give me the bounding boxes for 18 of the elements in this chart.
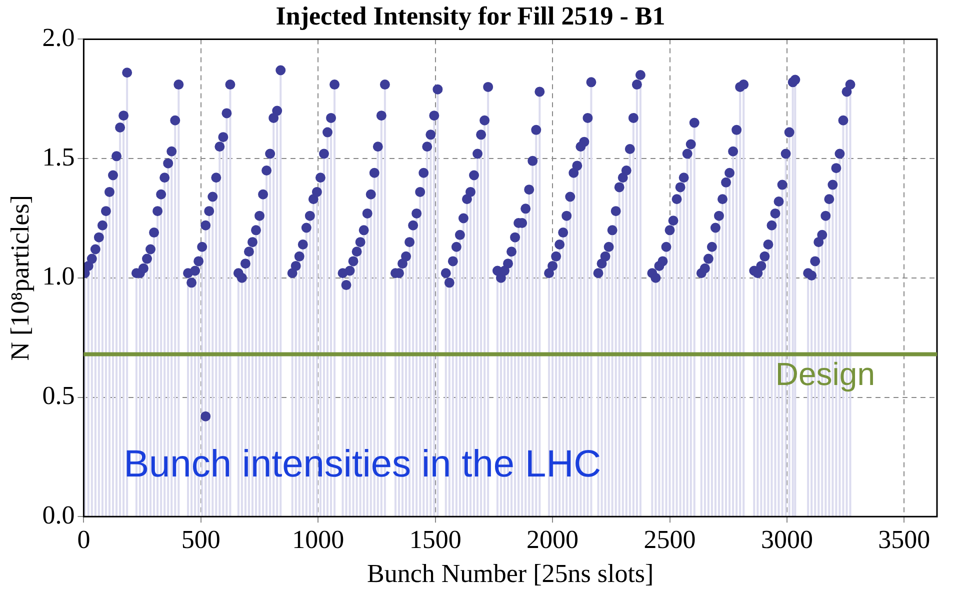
y-tick-label: 0.5 (42, 381, 75, 410)
chart-title: Injected Intensity for Fill 2519 - B1 (276, 1, 666, 30)
annotation: Bunch intensities in the LHC (124, 444, 602, 486)
x-axis-title: Bunch Number [25ns slots] (367, 559, 654, 588)
y-tick-label: 1.0 (42, 262, 75, 291)
x-tick-label: 500 (181, 525, 220, 554)
y-tick-label: 2.0 (42, 23, 75, 52)
x-tick-label: 1000 (292, 525, 344, 554)
ref-line-label: Design (775, 356, 875, 392)
y-tick-label: 0.0 (42, 500, 75, 530)
y-axis-title: N [10⁸particles] (5, 195, 34, 361)
x-tick-label: 3000 (760, 525, 813, 554)
x-tick-label: 0 (77, 525, 90, 554)
y-tick-label: 1.5 (42, 142, 75, 172)
x-tick-label: 2000 (526, 525, 579, 554)
x-tick-label: 2500 (644, 525, 696, 554)
x-tick-label: 1500 (409, 525, 462, 554)
x-tick-label: 3500 (878, 525, 930, 554)
